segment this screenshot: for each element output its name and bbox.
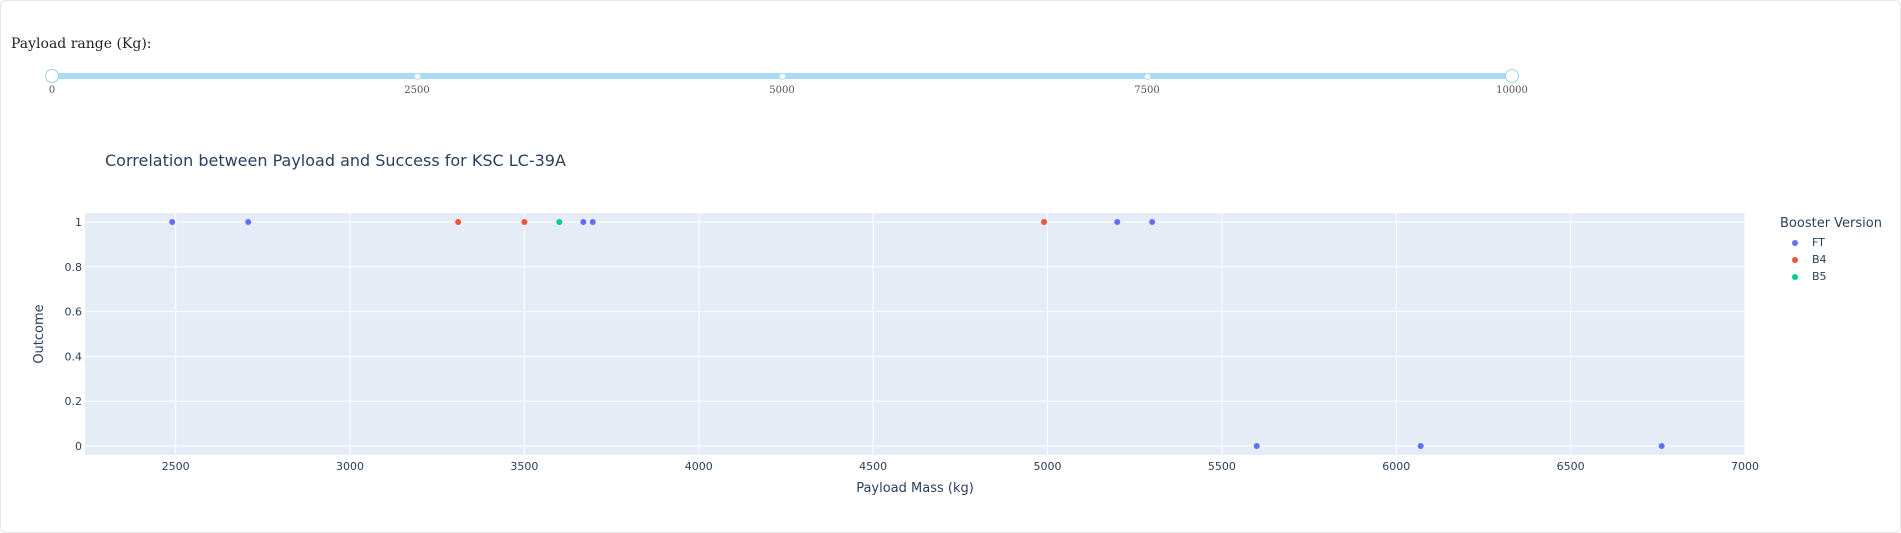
- x-tick-label: 5500: [1208, 460, 1236, 473]
- y-tick-label: 1: [75, 216, 82, 229]
- slider-mark-dot[interactable]: [413, 73, 421, 80]
- data-point-ft: [1253, 443, 1260, 450]
- x-tick-label: 4000: [685, 460, 713, 473]
- slider-mark-label: 2500: [404, 85, 430, 96]
- legend-label: B5: [1812, 270, 1827, 283]
- legend-marker: [1792, 239, 1798, 246]
- slider-mark-dot[interactable]: [1143, 73, 1151, 80]
- data-point-ft: [1149, 218, 1156, 225]
- data-point-ft: [1114, 218, 1121, 225]
- x-tick-label: 4500: [859, 460, 887, 473]
- data-point-ft: [245, 218, 252, 225]
- data-point-b4: [1041, 218, 1048, 225]
- x-tick-label: 2500: [162, 460, 190, 473]
- slider-mark-label: 7500: [1134, 85, 1160, 96]
- slider-handle-max[interactable]: [1505, 69, 1519, 83]
- legend-label: B4: [1812, 253, 1827, 266]
- legend: Booster Version FT B4 B5: [1780, 216, 1882, 285]
- data-point-ft: [1658, 443, 1665, 450]
- payload-range-label: Payload range (Kg):: [11, 36, 152, 52]
- slider-mark-label: 5000: [769, 85, 795, 96]
- legend-item-b4[interactable]: B4: [1780, 251, 1882, 268]
- legend-title: Booster Version: [1780, 216, 1882, 231]
- slider-mark-label: 0: [48, 85, 56, 96]
- slider-handle-min[interactable]: [45, 69, 59, 83]
- data-point-b5: [556, 218, 563, 225]
- y-axis-title: Outcome: [32, 304, 47, 363]
- data-point-b4: [455, 218, 462, 225]
- y-tick-label: 0.4: [65, 350, 83, 363]
- slider-mark-label: 10000: [1496, 85, 1528, 96]
- payload-range-slider[interactable]: 0 2500 5000 7500 10000: [0, 60, 1901, 110]
- x-tick-label: 6500: [1557, 460, 1585, 473]
- slider-mark-dot[interactable]: [778, 73, 786, 80]
- data-point-ft: [589, 218, 596, 225]
- data-point-ft: [580, 218, 587, 225]
- x-tick-label: 5000: [1034, 460, 1062, 473]
- legend-marker: [1792, 256, 1798, 263]
- x-tick-label: 6000: [1382, 460, 1410, 473]
- legend-label: FT: [1812, 236, 1825, 249]
- y-tick-label: 0.2: [65, 395, 83, 408]
- legend-marker: [1792, 273, 1798, 280]
- legend-item-b5[interactable]: B5: [1780, 268, 1882, 285]
- x-tick-label: 3000: [336, 460, 364, 473]
- legend-item-ft[interactable]: FT: [1780, 234, 1882, 251]
- data-point-b4: [521, 218, 528, 225]
- chart-title: Correlation between Payload and Success …: [105, 151, 566, 170]
- data-point-ft: [169, 218, 176, 225]
- data-point-ft: [1417, 443, 1424, 450]
- plot-area: [85, 213, 1745, 455]
- x-tick-label: 3500: [510, 460, 538, 473]
- y-tick-label: 0.8: [65, 261, 83, 274]
- y-tick-label: 0: [75, 440, 82, 453]
- x-axis-title: Payload Mass (kg): [856, 481, 974, 496]
- y-tick-label: 0.6: [65, 306, 83, 319]
- x-tick-label: 7000: [1731, 460, 1759, 473]
